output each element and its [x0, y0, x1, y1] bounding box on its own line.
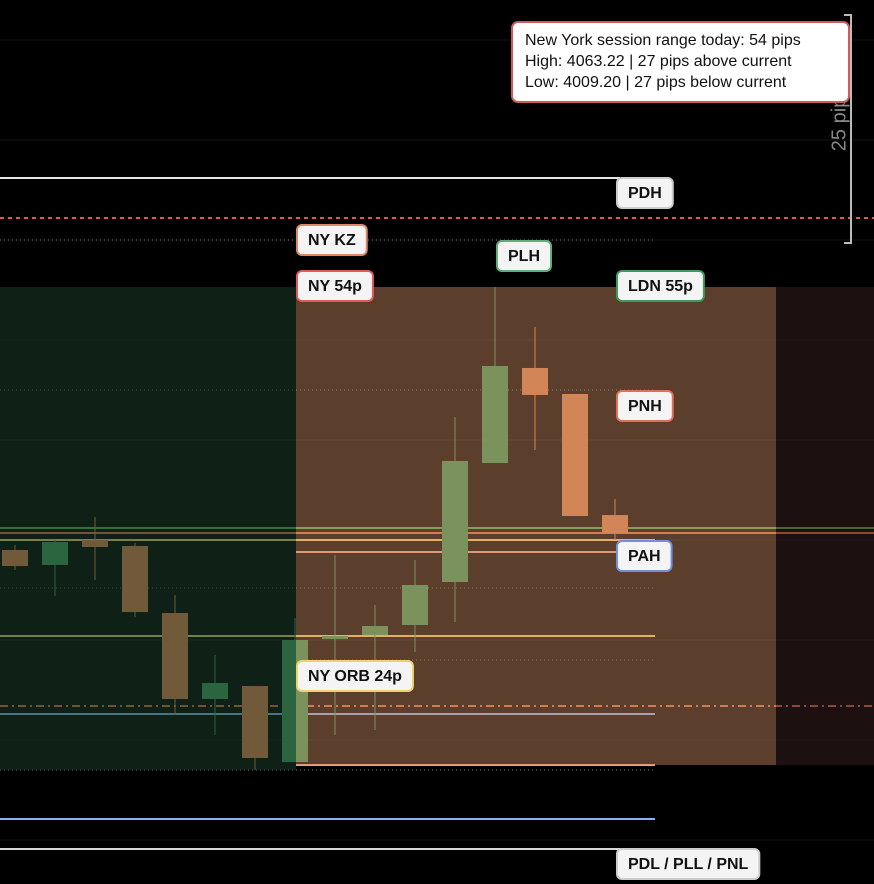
ruler — [844, 13, 852, 245]
candle-body — [442, 460, 468, 583]
tag-text: PDH — [628, 185, 662, 202]
info-box: New York session range today: 54 pips Hig… — [511, 21, 850, 103]
tag-text: NY ORB 24p — [308, 668, 402, 685]
tag-text: NY KZ — [308, 232, 356, 249]
tag-box — [296, 270, 374, 302]
tag-box — [296, 224, 368, 256]
info-line: New York session range today: 54 pips — [525, 32, 801, 49]
tag-box — [616, 270, 705, 302]
level-tag: LDN 55p — [616, 270, 705, 302]
tag-text: PDL / PLL / PNL — [628, 856, 749, 873]
tag-text: PNH — [628, 398, 662, 415]
candle-body — [322, 636, 348, 640]
info-frame — [511, 21, 850, 103]
level-tag: PDH — [616, 177, 674, 209]
level-tag: NY 54p — [296, 270, 374, 302]
level-tag: NY KZ — [296, 224, 368, 256]
candle-body — [522, 367, 548, 395]
tag-box — [616, 390, 674, 422]
info-line: High: 4063.22 | 27 pips above current — [525, 53, 792, 70]
candle-body — [362, 626, 388, 635]
tag-box — [616, 848, 761, 880]
candle-body — [602, 515, 628, 534]
tag-text: PLH — [508, 248, 540, 265]
tag-text: PAH — [628, 548, 661, 565]
candle-body — [402, 584, 428, 625]
level-tag: NY ORB 24p — [296, 660, 414, 692]
session-zone — [296, 286, 776, 766]
tag-box — [616, 177, 674, 209]
tag-box — [616, 540, 673, 572]
level-tag: PLH — [496, 240, 552, 272]
tag-text: NY 54p — [308, 278, 362, 295]
level-tag: PAH — [616, 540, 673, 572]
tag-box — [296, 660, 414, 692]
tag-text: LDN 55p — [628, 278, 693, 295]
session-zone — [776, 286, 874, 766]
session-zone — [0, 286, 296, 771]
candle-body — [482, 366, 508, 464]
level-tag: PNH — [616, 390, 674, 422]
info-line: Low: 4009.20 | 27 pips below current — [525, 74, 787, 91]
level-tag: PDL / PLL / PNL — [616, 848, 761, 880]
tag-box — [496, 240, 552, 272]
candle-body — [562, 393, 588, 517]
